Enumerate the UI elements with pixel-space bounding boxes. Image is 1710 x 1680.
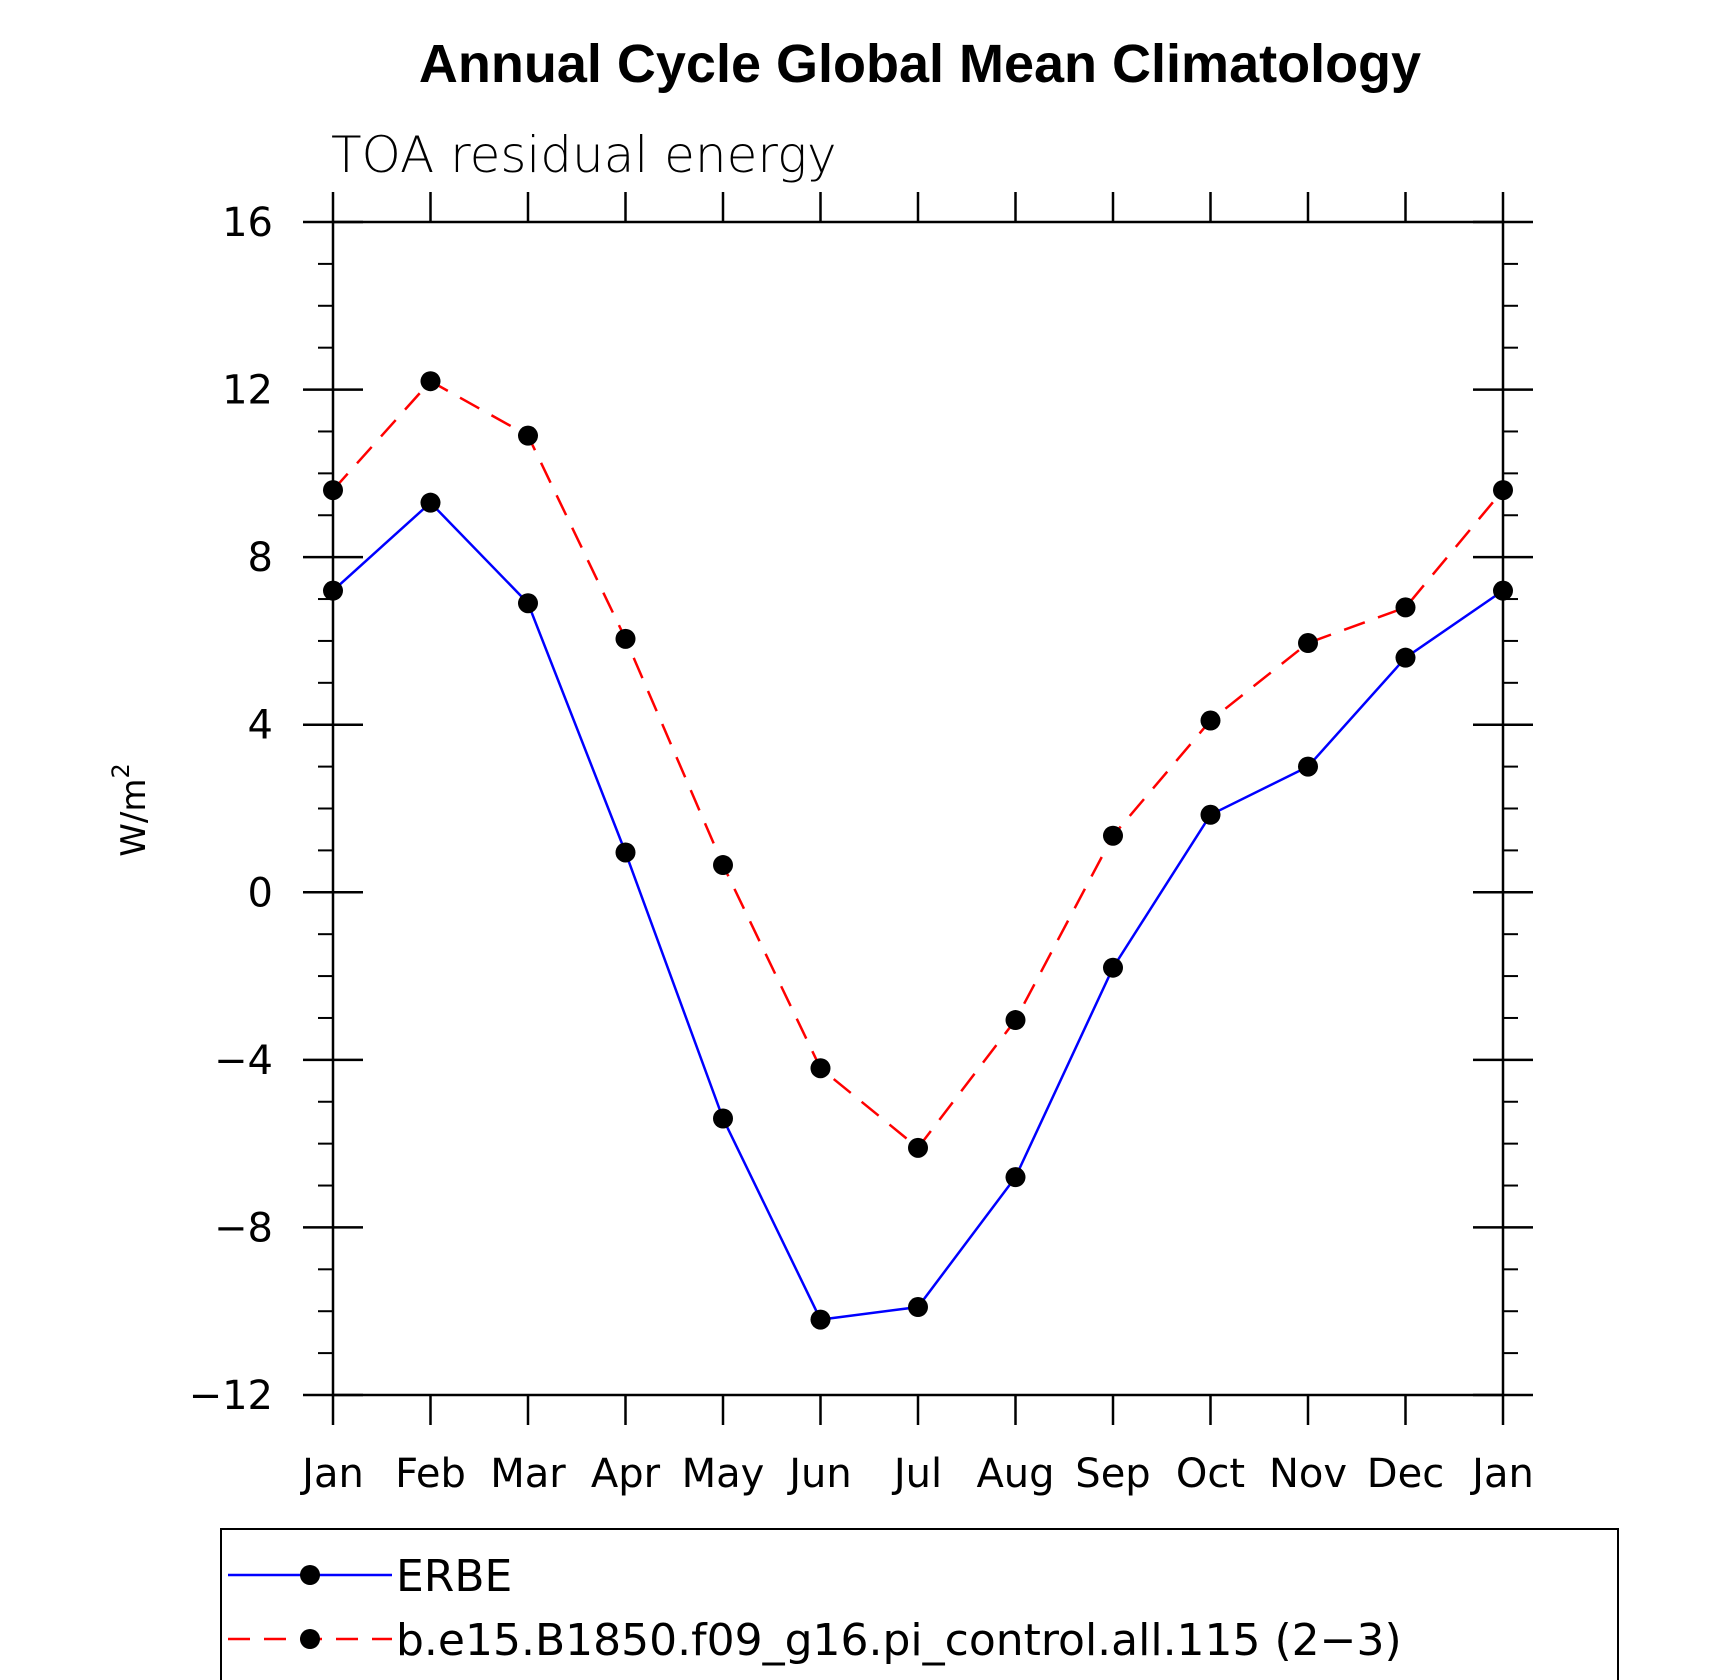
data-point bbox=[1103, 957, 1123, 978]
legend-label: ERBE bbox=[396, 1551, 512, 1602]
x-tick-label: Oct bbox=[1176, 1451, 1245, 1497]
data-point bbox=[615, 628, 636, 649]
data-point bbox=[518, 425, 538, 446]
data-point bbox=[1005, 1010, 1026, 1031]
chart-title: Annual Cycle Global Mean Climatology bbox=[419, 34, 1421, 94]
y-tick-label: 12 bbox=[222, 368, 273, 414]
data-point bbox=[713, 855, 733, 876]
data-point bbox=[1103, 825, 1123, 846]
data-point bbox=[810, 1058, 831, 1079]
series-lines bbox=[332, 379, 1504, 1321]
x-tick-label: Feb bbox=[395, 1451, 466, 1497]
legend-box bbox=[220, 1528, 1619, 1680]
data-point bbox=[1298, 633, 1318, 654]
y-tick-label: 16 bbox=[222, 200, 273, 246]
x-tick-label: May bbox=[682, 1451, 765, 1497]
axis-ticks bbox=[303, 192, 1533, 1425]
x-tick-label: Apr bbox=[591, 1451, 661, 1497]
series-markers bbox=[323, 371, 1513, 1330]
y-axis-unit: W/m bbox=[114, 779, 154, 857]
tick-labels: Jan Feb Mar Apr May Jun Jul Aug Sep Oct Nov Dec Jan−… bbox=[189, 200, 1534, 1497]
x-tick-label: Mar bbox=[490, 1451, 566, 1497]
legend-marker bbox=[300, 1565, 320, 1585]
data-point bbox=[810, 1309, 831, 1330]
y-axis-unit-superscript: 2 bbox=[107, 763, 135, 778]
data-point bbox=[1005, 1167, 1026, 1188]
y-tick-label: 8 bbox=[248, 535, 273, 581]
series-line-model bbox=[332, 379, 1504, 1150]
x-tick-label: Jan bbox=[299, 1451, 364, 1497]
data-point bbox=[420, 492, 441, 513]
data-point bbox=[323, 480, 343, 501]
y-tick-label: 4 bbox=[248, 703, 273, 749]
x-tick-label: Dec bbox=[1367, 1451, 1444, 1497]
x-tick-label: Jul bbox=[891, 1451, 942, 1497]
legend-marker bbox=[300, 1629, 320, 1649]
series-line-erbe bbox=[332, 500, 1504, 1321]
y-tick-label: −4 bbox=[214, 1038, 273, 1084]
y-tick-label: −12 bbox=[189, 1373, 273, 1419]
data-point bbox=[908, 1137, 928, 1158]
data-point bbox=[1298, 756, 1318, 777]
data-point bbox=[1200, 804, 1221, 825]
legend: ERBE b.e15.B1850.f09_g16.pi_control.all.1… bbox=[220, 1528, 1619, 1680]
plot-frame bbox=[331, 220, 1505, 1397]
x-tick-label: Jan bbox=[1469, 1451, 1534, 1497]
plot-area-border bbox=[331, 220, 1505, 1397]
data-point bbox=[615, 842, 636, 863]
data-point bbox=[1493, 480, 1513, 501]
y-tick-label: 0 bbox=[248, 870, 273, 916]
chart-subtitle: TOA residual energy bbox=[331, 126, 837, 184]
x-tick-label: Sep bbox=[1075, 1451, 1150, 1497]
y-axis-label: W/m2 bbox=[107, 763, 154, 856]
y-tick-label: −8 bbox=[214, 1205, 273, 1251]
x-tick-label: Jun bbox=[786, 1451, 852, 1497]
data-point bbox=[323, 580, 343, 601]
x-tick-label: Nov bbox=[1269, 1451, 1347, 1497]
data-point bbox=[420, 371, 441, 392]
data-point bbox=[908, 1297, 928, 1318]
data-point bbox=[713, 1108, 733, 1129]
data-point bbox=[1493, 580, 1513, 601]
data-point bbox=[1395, 597, 1416, 618]
data-point bbox=[1200, 710, 1221, 731]
x-tick-label: Aug bbox=[976, 1451, 1054, 1497]
legend-label: b.e15.B1850.f09_g16.pi_control.all.115 (… bbox=[396, 1615, 1402, 1666]
data-point bbox=[518, 593, 538, 614]
data-point bbox=[1395, 647, 1416, 668]
